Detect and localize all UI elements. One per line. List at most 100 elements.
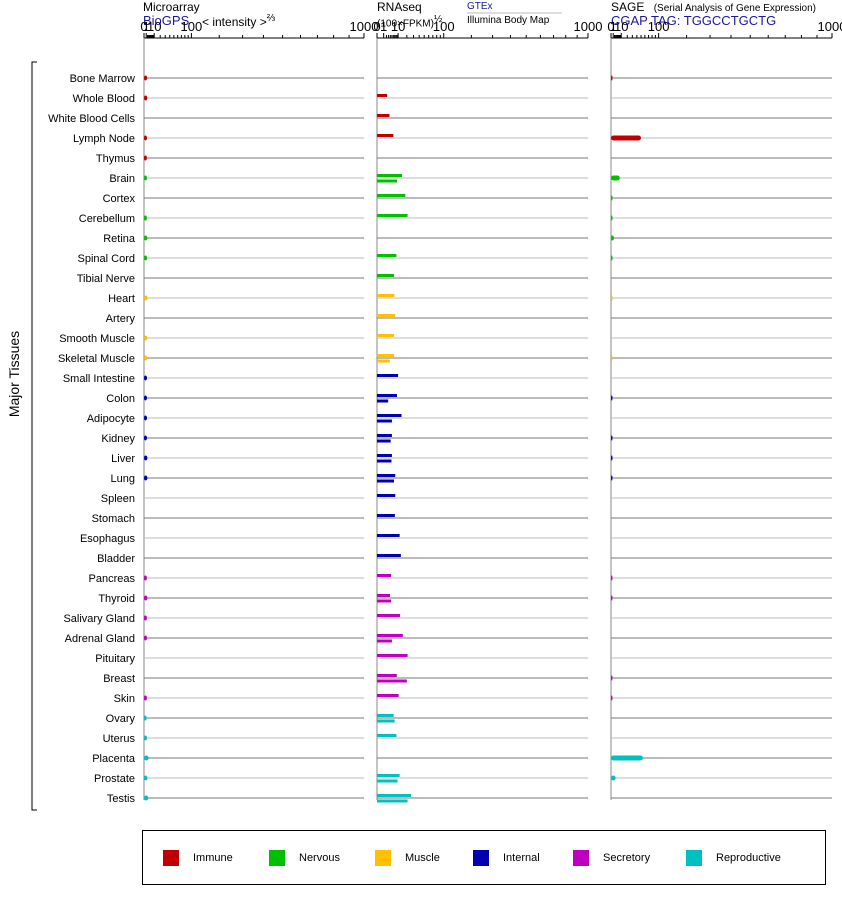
tissue-label: Bladder <box>97 553 135 565</box>
legend-item-muscle: Muscle <box>375 850 440 866</box>
tissue-label: Retina <box>103 233 136 245</box>
microarray-bar <box>144 435 148 441</box>
legend-swatch <box>573 850 589 866</box>
microarray-tick-label-0: 0 <box>140 19 147 34</box>
legend: Immune Nervous Muscle Internal Secretory Repr… <box>142 830 826 885</box>
rnaseq-bar-gtex <box>377 534 400 537</box>
microarray-bar <box>144 255 148 261</box>
tissue-label: Small Intestine <box>63 373 135 385</box>
sage-tick-label-4: 1000 <box>818 19 842 34</box>
rnaseq-bar-illumina <box>377 359 390 363</box>
rnaseq-bar-gtex <box>377 334 395 337</box>
microarray-bar <box>144 795 149 801</box>
rnaseq-bar-illumina <box>377 599 392 603</box>
rnaseq-bar-gtex <box>377 294 395 297</box>
sage-bar <box>611 595 613 601</box>
rnaseq-bar-gtex <box>377 674 397 677</box>
rnaseq-bar-gtex <box>377 414 402 417</box>
microarray-bar <box>144 235 148 241</box>
rnaseq-bar-gtex <box>377 694 399 697</box>
tissue-label: Testis <box>107 793 136 805</box>
tissue-label: Thymus <box>96 153 136 165</box>
tissue-label: Whole Blood <box>73 93 135 105</box>
legend-label: Immune <box>193 852 233 864</box>
legend-label: Nervous <box>299 852 340 864</box>
microarray-unit: < intensity >⅔ <box>202 13 275 29</box>
sage-bar <box>611 215 613 221</box>
tissue-label: Salivary Gland <box>63 613 135 625</box>
rnaseq-bar-gtex <box>377 474 396 477</box>
legend-swatch <box>163 850 179 866</box>
rnaseq-bar-illumina <box>377 419 392 423</box>
microarray-bar <box>144 215 147 221</box>
illumina-label: Illumina Body Map <box>467 15 550 26</box>
rnaseq-bar-illumina <box>377 799 408 803</box>
rnaseq-bar-gtex <box>377 634 403 637</box>
tissue-label: Lymph Node <box>73 133 135 145</box>
rnaseq-bar-gtex <box>377 434 392 437</box>
tissue-label: Adipocyte <box>87 413 135 425</box>
rnaseq-bar-gtex <box>377 594 391 597</box>
microarray-bar <box>144 715 147 721</box>
microarray-tick-label-3: 100 <box>181 19 203 34</box>
sage-bar <box>611 475 613 481</box>
microarray-bar <box>144 75 148 81</box>
rnaseq-bar-illumina <box>377 299 378 303</box>
rnaseq-bar-illumina <box>377 399 389 403</box>
rnaseq-tick-label-1: 1 <box>380 19 387 34</box>
tissue-label: Skin <box>114 693 135 705</box>
rnaseq-unit-text: (100×FPKM) <box>377 18 434 30</box>
rnaseq-bar-gtex <box>377 174 402 177</box>
microarray-bar <box>144 575 147 581</box>
rnaseq-bar-gtex <box>377 774 400 777</box>
tissue-label: Skeletal Muscle <box>58 353 135 365</box>
tissue-label: Artery <box>106 313 136 325</box>
rnaseq-bar-gtex <box>377 794 412 797</box>
cgap-link[interactable]: CGAP <box>611 13 648 28</box>
tissue-label: Cerebellum <box>79 213 135 225</box>
microarray-tick-label-1: 1 <box>143 19 150 34</box>
tissue-label: Pancreas <box>89 573 136 585</box>
sage-bar <box>611 395 613 401</box>
rnaseq-tick-label-0: 0 <box>373 19 380 34</box>
microarray-bar <box>144 455 148 461</box>
microarray-tick-label-2: 10 <box>147 19 161 34</box>
sage-bar <box>611 755 643 761</box>
tissue-label: Adrenal Gland <box>65 633 135 645</box>
legend-label: Internal <box>503 852 540 864</box>
legend-swatch <box>269 850 285 866</box>
rnaseq-bar-illumina <box>377 439 391 443</box>
sage-bar <box>611 675 613 681</box>
tissue-label: Bone Marrow <box>70 73 135 85</box>
tissue-label: Colon <box>106 393 135 405</box>
rnaseq-bar-gtex <box>377 614 401 617</box>
rnaseq-bar-gtex <box>377 94 388 97</box>
tissue-label: Tibial Nerve <box>77 273 135 285</box>
rnaseq-bar-illumina <box>377 479 395 483</box>
microarray-bar <box>144 475 148 481</box>
sage-tick-label-1: 1 <box>610 19 617 34</box>
sage-bar <box>611 135 641 141</box>
rnaseq-bar-gtex <box>377 514 395 517</box>
tissue-label: Brain <box>109 173 135 185</box>
microarray-bar <box>144 95 148 101</box>
rnaseq-bar-illumina <box>377 779 398 783</box>
sage-tag-line: CGAP TAG: TGGCCTGCTG <box>611 13 776 28</box>
rnaseq-bar-gtex <box>377 274 395 277</box>
legend-swatch <box>473 850 489 866</box>
tissue-label: Spleen <box>101 493 135 505</box>
microarray-bar <box>144 755 149 761</box>
rnaseq-bar-illumina <box>377 679 407 683</box>
biogps-link[interactable]: BioGPS <box>143 13 190 28</box>
sage-subtitle: (Serial Analysis of Gene Expression) <box>653 3 816 14</box>
rnaseq-tick-label-4: 1000 <box>574 19 603 34</box>
legend-label: Reproductive <box>716 852 781 864</box>
rnaseq-bar-gtex <box>377 254 397 257</box>
tissue-label: Stomach <box>92 513 135 525</box>
gtex-link[interactable]: GTEx <box>467 1 493 12</box>
rnaseq-bar-illumina <box>377 719 395 723</box>
rnaseq-bar-illumina <box>377 639 392 643</box>
tissue-label: Liver <box>111 453 135 465</box>
